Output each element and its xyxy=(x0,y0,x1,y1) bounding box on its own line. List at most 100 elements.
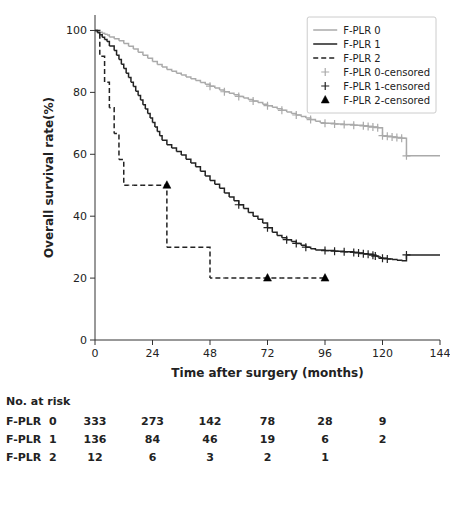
y-tick-label: 80 xyxy=(73,86,87,99)
censored-marker xyxy=(383,255,391,263)
x-tick-label: 120 xyxy=(372,347,393,360)
step-segment xyxy=(244,98,249,100)
step-segment xyxy=(181,247,210,278)
x-tick xyxy=(210,340,211,345)
step-segment xyxy=(100,56,105,82)
step-segment xyxy=(136,91,138,95)
censored-marker xyxy=(383,132,391,140)
step-segment xyxy=(143,184,148,186)
censored-marker xyxy=(206,82,214,90)
step-segment xyxy=(124,43,129,46)
step-segment xyxy=(248,212,253,216)
step-segment xyxy=(133,87,135,92)
risk-count: 333 xyxy=(84,415,107,428)
step-segment xyxy=(244,208,249,212)
step-segment xyxy=(148,113,150,118)
censored-marker xyxy=(321,247,329,255)
censored-marker xyxy=(364,122,372,130)
y-axis-label: Overall survival rate(%) xyxy=(42,97,56,258)
step-segment xyxy=(378,128,383,136)
x-tick xyxy=(95,340,96,345)
censored-marker xyxy=(321,274,329,282)
step-segment xyxy=(160,136,162,141)
step-segment xyxy=(272,232,277,235)
step-segment xyxy=(263,223,268,228)
step-segment xyxy=(220,188,225,193)
step-segment xyxy=(229,197,234,201)
censored-marker xyxy=(235,201,243,209)
step-segment xyxy=(153,61,158,64)
step-segment xyxy=(224,277,238,279)
censored-marker xyxy=(340,248,348,256)
censored-marker xyxy=(331,120,339,128)
x-tick xyxy=(152,340,153,345)
risk-count: 12 xyxy=(87,451,102,464)
censored-marker xyxy=(359,122,367,130)
risk-row-label: F-PLR 2 xyxy=(6,451,57,464)
censored-marker xyxy=(402,251,410,259)
risk-count: 273 xyxy=(141,415,164,428)
censored-marker xyxy=(283,236,291,244)
step-segment xyxy=(117,55,119,59)
step-segment xyxy=(406,155,440,157)
step-segment xyxy=(191,79,196,81)
step-segment xyxy=(392,259,397,261)
legend-handle xyxy=(313,29,337,31)
censored-marker xyxy=(331,247,339,255)
y-tick xyxy=(90,92,95,93)
step-segment xyxy=(157,65,162,67)
censored-marker xyxy=(249,97,257,105)
legend-handle xyxy=(321,82,329,90)
risk-count: 46 xyxy=(202,433,218,446)
step-segment xyxy=(229,93,234,95)
step-segment xyxy=(126,73,128,77)
step-segment xyxy=(253,216,258,219)
y-tick xyxy=(90,216,95,217)
censored-marker xyxy=(371,252,379,260)
step-segment xyxy=(129,46,134,49)
step-segment xyxy=(155,127,157,131)
step-segment xyxy=(402,255,407,261)
step-segment xyxy=(141,100,143,105)
x-axis-label: Time after surgery (months) xyxy=(171,366,363,380)
step-segment xyxy=(181,75,186,77)
step-segment xyxy=(109,37,114,39)
axes: 024487296120144020406080100 xyxy=(66,15,450,360)
censored-marker xyxy=(278,106,286,114)
risk-row-label: F-PLR 0 xyxy=(6,415,57,428)
step-segment xyxy=(107,35,109,37)
censored-marker xyxy=(364,250,372,258)
step-segment xyxy=(200,171,205,176)
step-segment xyxy=(287,112,292,114)
censored-marker xyxy=(398,134,406,142)
legend-label: F-PLR 2 xyxy=(343,53,380,64)
step-segment xyxy=(153,185,167,247)
x-tick xyxy=(440,340,441,345)
step-segment xyxy=(129,78,131,83)
step-segment xyxy=(105,39,107,41)
risk-table: No. at riskF-PLR 033327314278289F-PLR 11… xyxy=(6,395,386,464)
step-segment xyxy=(109,46,114,51)
step-segment xyxy=(277,235,282,237)
step-segment xyxy=(124,184,129,186)
step-segment xyxy=(162,67,167,69)
step-segment xyxy=(107,42,109,46)
x-tick xyxy=(267,340,268,345)
censored-marker xyxy=(369,123,377,131)
step-segment xyxy=(102,37,104,39)
step-segment xyxy=(402,138,407,156)
censored-marker xyxy=(340,121,348,129)
step-segment xyxy=(114,51,116,56)
step-segment xyxy=(145,109,147,113)
risk-count: 6 xyxy=(321,433,329,446)
step-segment xyxy=(272,107,277,109)
step-segment xyxy=(196,81,201,83)
step-segment xyxy=(105,33,107,35)
risk-count: 78 xyxy=(260,415,275,428)
step-segment xyxy=(124,69,126,74)
x-tick-label: 24 xyxy=(146,347,160,360)
x-tick xyxy=(325,340,326,345)
censored-marker xyxy=(379,254,387,262)
step-segment xyxy=(301,117,306,119)
series-4 xyxy=(235,201,411,263)
